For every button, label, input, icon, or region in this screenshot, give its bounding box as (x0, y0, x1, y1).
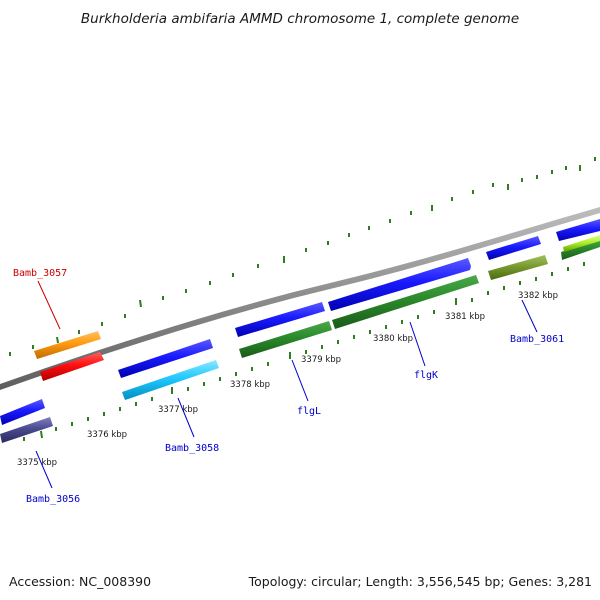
tick-label-3379: 3379 kbp (301, 355, 341, 365)
gene-bamb-3058-lower[interactable] (122, 360, 219, 400)
gene-next-lower-lime[interactable] (563, 235, 600, 252)
gene-label-flgk[interactable]: flgK (414, 370, 438, 381)
gene-bamb-3056-upper[interactable] (0, 399, 45, 425)
chromosome-backbone (0, 207, 600, 390)
gene-flgk-upper[interactable] (328, 258, 471, 311)
map-title: Burkholderia ambifaria AMMD chromosome 1… (81, 11, 519, 27)
tick-label-3381: 3381 kbp (445, 312, 485, 322)
tick-labels: 3375 kbp 3376 kbp 3377 kbp 3378 kbp 3379… (17, 291, 558, 468)
leader-flgl (291, 359, 309, 402)
tick (40, 430, 43, 439)
tick-label-3375: 3375 kbp (17, 458, 57, 468)
genome-summary-text: Topology: circular; Length: 3,556,545 bp… (248, 574, 592, 589)
tick (139, 299, 142, 308)
outer-tick-row (9, 157, 596, 356)
gene-flgl-upper[interactable] (235, 302, 325, 337)
leader-bamb-3061 (521, 299, 538, 333)
leader-flgk (409, 321, 426, 367)
tick-label-3380: 3380 kbp (373, 334, 413, 344)
gene-flgl-lower[interactable] (239, 321, 332, 358)
label-leaders (35, 280, 538, 489)
leader-bamb-3056 (35, 450, 53, 489)
gene-bamb-3057-lower[interactable] (40, 352, 104, 381)
lower-strand-genes (0, 235, 600, 443)
gene-label-bamb-3057[interactable]: Bamb_3057 (13, 268, 67, 279)
gene-bamb-3061-lower[interactable] (488, 255, 548, 280)
tick-label-3378: 3378 kbp (230, 380, 270, 390)
gene-bamb-3058-upper[interactable] (118, 339, 213, 378)
gene-next-upper[interactable] (556, 219, 600, 241)
accession-text: Accession: NC_008390 (9, 574, 151, 589)
gene-bamb-3056-lower[interactable] (0, 417, 53, 443)
gene-label-bamb-3061[interactable]: Bamb_3061 (510, 334, 564, 345)
leader-bamb-3057 (37, 280, 61, 330)
tick (56, 336, 59, 344)
gene-labels: Bamb_3057 Bamb_3056 Bamb_3058 flgL flgK … (13, 268, 564, 505)
gene-bamb-3061-upper[interactable] (486, 236, 541, 260)
tick-label-3382: 3382 kbp (518, 291, 558, 301)
inner-tick-row (23, 262, 585, 441)
gene-label-bamb-3058[interactable]: Bamb_3058 (165, 443, 219, 454)
leader-bamb-3058 (177, 397, 195, 438)
tick-label-3377: 3377 kbp (158, 405, 198, 415)
gene-bamb-3057-upper[interactable] (34, 331, 101, 359)
upper-strand-genes (0, 219, 600, 425)
gene-flgk-lower[interactable] (332, 275, 479, 329)
tick-label-3376: 3376 kbp (87, 430, 127, 440)
gene-label-flgl[interactable]: flgL (297, 406, 321, 417)
gene-label-bamb-3056[interactable]: Bamb_3056 (26, 494, 80, 505)
gene-next-lower-green[interactable] (561, 239, 600, 260)
